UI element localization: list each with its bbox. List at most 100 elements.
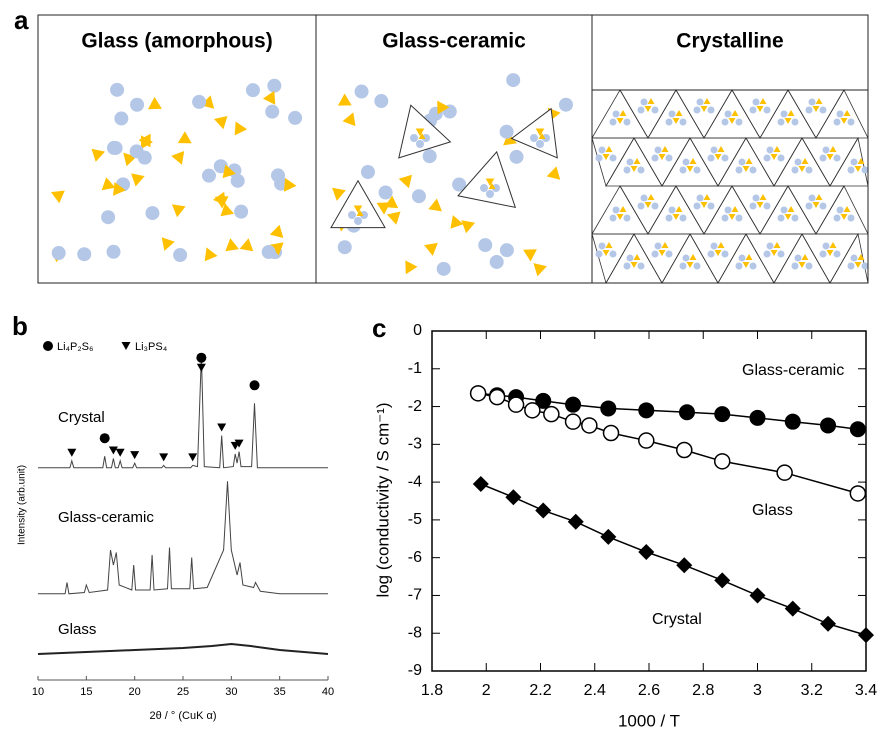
triangle-icon	[844, 206, 851, 212]
data-point	[600, 529, 616, 545]
data-point	[604, 426, 619, 441]
y-tick-label: -5	[408, 511, 422, 528]
atom-icon	[750, 263, 757, 270]
atom-icon	[624, 119, 631, 126]
triangle-icon	[676, 110, 683, 116]
triangle-icon	[214, 116, 228, 129]
atom-icon	[736, 215, 743, 222]
atom-icon	[610, 155, 617, 162]
triangle-icon	[841, 118, 848, 124]
triangle-icon	[788, 206, 795, 212]
data-point	[638, 402, 654, 418]
triangle-icon	[634, 254, 641, 260]
triangle-icon	[377, 202, 391, 214]
x-tick-label: 3.2	[801, 682, 823, 699]
atom-icon	[764, 155, 771, 162]
atom-icon	[624, 215, 631, 222]
triangle-icon	[603, 250, 610, 256]
atom-icon	[764, 203, 771, 210]
triangle-icon	[102, 177, 116, 190]
triangle-icon	[387, 212, 401, 225]
atom-icon	[722, 251, 729, 258]
atom-icon	[655, 147, 662, 154]
atom-icon	[694, 167, 701, 174]
crystal-cell	[746, 234, 802, 283]
atom-icon	[641, 99, 648, 106]
atom-icon	[624, 167, 631, 174]
cell-title: Crystalline	[676, 30, 783, 53]
data-point	[490, 390, 505, 405]
atom-icon	[795, 255, 802, 262]
triangle-icon	[676, 206, 683, 212]
triangle-icon	[225, 238, 239, 251]
atom-icon	[739, 159, 746, 166]
atom-icon	[355, 85, 369, 99]
x-tick-label: 1.8	[421, 682, 443, 699]
triangle-icon	[606, 242, 613, 248]
legend-label: Li₃PS₄	[135, 341, 168, 353]
y-axis-label: log (conductivity / S cm⁻¹)	[373, 402, 392, 597]
y-tick-label: -8	[408, 624, 422, 641]
atom-icon	[722, 215, 729, 222]
crystal-cell	[732, 186, 788, 234]
atom-icon	[652, 155, 659, 162]
triangle-icon	[760, 194, 767, 200]
atom-icon	[792, 215, 799, 222]
atom-icon	[722, 119, 729, 126]
crystal-cell	[760, 90, 816, 138]
phase-marker	[109, 447, 118, 455]
atom-icon	[750, 107, 757, 114]
atom-icon	[666, 119, 673, 126]
atom-icon	[739, 255, 746, 262]
triangle-icon	[662, 242, 669, 248]
atom-icon	[708, 107, 715, 114]
crystal-cell	[648, 90, 704, 138]
triangle-icon	[830, 242, 837, 248]
triangle-icon	[645, 106, 652, 112]
atom-icon	[736, 167, 743, 174]
triangle-icon	[746, 158, 753, 164]
x-tick-label: 30	[225, 686, 237, 698]
atom-icon	[848, 263, 855, 270]
triangle-icon	[802, 254, 809, 260]
data-point	[785, 601, 801, 617]
atom-icon	[778, 119, 785, 126]
data-point	[750, 587, 766, 603]
atom-icon	[559, 98, 573, 112]
triangle-icon	[606, 146, 613, 152]
atom-icon	[652, 107, 659, 114]
atom-icon	[624, 263, 631, 270]
data-point	[820, 616, 836, 632]
crystal-cell	[606, 138, 662, 186]
triangle-icon	[704, 98, 711, 104]
x-tick-label: 15	[80, 686, 92, 698]
atom-icon	[809, 195, 816, 202]
atom-icon	[823, 147, 830, 154]
crystal-cell	[788, 90, 844, 138]
crystal-cell	[788, 186, 844, 234]
triangle-icon	[131, 173, 145, 186]
phase-marker	[188, 453, 197, 461]
triangle-icon	[732, 110, 739, 116]
atom-icon	[820, 203, 827, 210]
series-label: Glass-ceramic	[58, 509, 154, 526]
atom-icon	[820, 155, 827, 162]
triangle-icon	[771, 154, 778, 160]
crystal-cell	[774, 138, 830, 186]
triangle-icon	[816, 194, 823, 200]
atom-icon	[361, 165, 375, 179]
triangle-icon	[634, 158, 641, 164]
atom-icon	[834, 155, 841, 162]
atom-icon	[262, 245, 276, 259]
y-tick-label: -7	[408, 587, 422, 604]
atom-icon	[192, 95, 206, 109]
data-point	[473, 476, 489, 492]
atom-icon	[599, 147, 606, 154]
triangle-icon	[603, 154, 610, 160]
data-point	[565, 397, 581, 413]
triangle-icon	[771, 250, 778, 256]
triangle-icon	[690, 158, 697, 164]
atom-icon	[750, 203, 757, 210]
crystal-cell	[620, 186, 676, 234]
data-point	[679, 404, 695, 420]
